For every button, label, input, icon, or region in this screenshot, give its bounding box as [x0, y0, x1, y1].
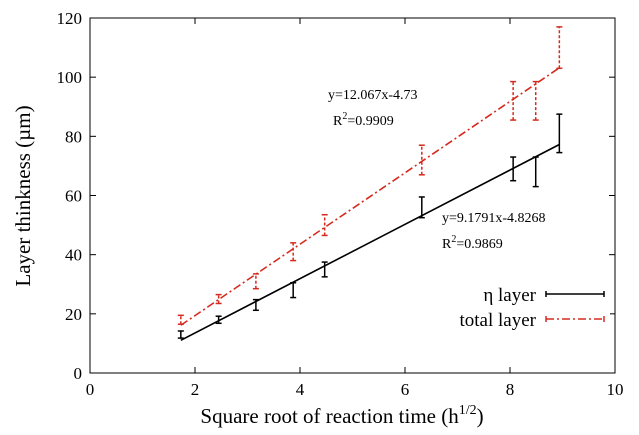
- x-tick-label: 2: [191, 380, 200, 399]
- x-tick-label: 6: [401, 380, 410, 399]
- regression-equation-total: y=12.067x-4.73: [328, 88, 418, 103]
- y-tick-label: 60: [65, 187, 82, 206]
- regression-equation-eta: y=9.1791x-4.8268: [442, 211, 546, 226]
- x-axis-label: Square root of reaction time (h1/2): [200, 403, 483, 428]
- annotations: y=9.1791x-4.8268 R2=0.9869 y=12.067x-4.73 R…: [328, 88, 546, 252]
- y-tick-label: 40: [65, 246, 82, 265]
- legend-label-total: total layer: [460, 310, 537, 331]
- r-squared-total: R2=0.9909: [333, 111, 394, 129]
- y-tick-label: 20: [65, 305, 82, 324]
- fit-line-eta: [180, 143, 560, 342]
- legend-bg: [400, 283, 610, 337]
- x-tick-label: 8: [506, 380, 515, 399]
- error-bars: [177, 26, 563, 339]
- x-tick-label: 0: [86, 380, 95, 399]
- r-squared-eta: R2=0.9869: [442, 234, 503, 252]
- fit-line-total: [180, 67, 560, 326]
- x-tick-label: 10: [607, 380, 624, 399]
- legend-label-eta: η layer: [483, 285, 536, 306]
- y-tick-label: 0: [74, 364, 83, 383]
- y-tick-label: 120: [57, 9, 83, 28]
- y-axis-label: Layer thinkness (µm): [11, 105, 35, 286]
- y-tick-label: 100: [57, 68, 83, 87]
- fit-lines: [180, 67, 560, 342]
- x-tick-label: 4: [296, 380, 305, 399]
- x-axis-label-sup: 1/2: [459, 403, 477, 418]
- y-tick-label: 80: [65, 127, 82, 146]
